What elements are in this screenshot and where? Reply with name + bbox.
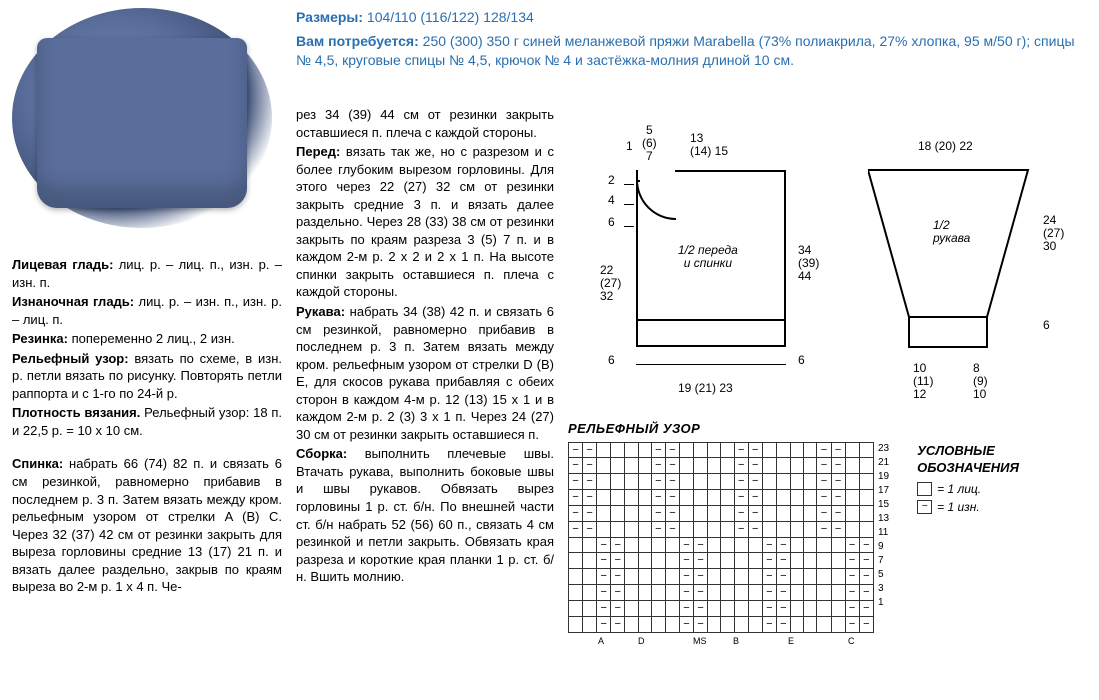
legend-title: УСЛОВНЫЕ ОБОЗНАЧЕНИЯ [917,442,1087,477]
sweater-photo [12,8,272,228]
sweater-shape [37,38,247,208]
assembly: Сборка: выполнить плечевые швы. Втачать … [296,445,554,585]
column-2: рез 34 (39) 44 см от резинки закрыть ост… [296,106,554,649]
header-block: Размеры: 104/110 (116/122) 128/134 Вам п… [296,8,1086,75]
sizes-value: 104/110 (116/122) 128/134 [363,9,534,25]
purl-symbol: − [917,500,932,514]
relief-pattern: Рельефный узор: вязать по схеме, в изн. … [12,350,282,403]
sizes-line: Размеры: 104/110 (116/122) 128/134 [296,8,1086,28]
back-cont: рез 34 (39) 44 см от резинки закрыть ост… [296,106,554,141]
knit-symbol [917,482,932,496]
needs-label: Вам потребуется: [296,33,419,49]
sleeve-schematic: 18 (20) 22 1/2рукава 24(27)30 6 10(11)12… [878,124,1078,394]
back-piece: Спинка: набрать 66 (74) 82 п. и свя­зать… [12,455,282,595]
column-3: 1 5(6)7 13(14) 15 2 4 6 22(27)32 [568,106,1087,649]
chart-bottom-markers: A D MS B E C [568,635,1087,649]
column-1: Лицевая гладь: лиц. р. – лиц. п., изн. р… [12,8,282,649]
pattern-row-numbers: 2321191715131197531 [878,442,889,633]
purl-stitch: Изнаночная гладь: лиц. р. – изн. п., изн… [12,293,282,328]
rib-stitch: Резинка: попеременно 2 лиц., 2 изн. [12,330,282,348]
pattern-legend: УСЛОВНЫЕ ОБОЗНАЧЕНИЯ = 1 лиц. −= 1 изн. [917,442,1087,517]
gauge: Плотность вязания. Рельефный узор: 18 п.… [12,404,282,439]
body-schematic: 1 5(6)7 13(14) 15 2 4 6 22(27)32 [638,124,818,394]
sizes-label: Размеры: [296,9,363,25]
front-piece: Перед: вязать так же, но с разрезом и с … [296,143,554,301]
sleeve-outline [868,162,1038,352]
needs-line: Вам потребуется: 250 (300) 350 г синей м… [296,32,1086,71]
legend-purl: −= 1 изн. [917,499,1087,515]
sleeves-piece: Рукава: набрать 34 (38) 42 п. и свя­зать… [296,303,554,443]
pattern-block: РЕЛЬЕФНЫЙ УЗОР 2321191715131197531 УСЛОВ… [568,420,1087,649]
pattern-chart [568,442,874,633]
knit-stitch: Лицевая гладь: лиц. р. – лиц. п., изн. р… [12,256,282,291]
schematic-diagrams: 1 5(6)7 13(14) 15 2 4 6 22(27)32 [568,114,1087,414]
pattern-title: РЕЛЬЕФНЫЙ УЗОР [568,420,1087,438]
legend-knit: = 1 лиц. [917,481,1087,497]
